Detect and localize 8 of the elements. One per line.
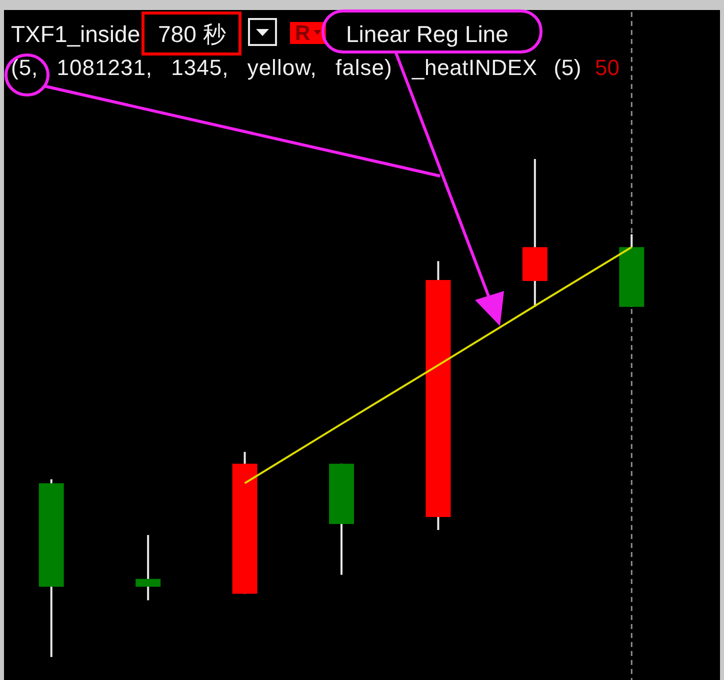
text: 780 秒 xyxy=(158,21,226,47)
candlestick xyxy=(136,534,161,602)
chart-title: TXF1_inside xyxy=(11,21,140,47)
text: (5, 1081231, 1345, yellow, false) xyxy=(11,55,392,80)
text: R xyxy=(295,22,310,45)
text: 50 xyxy=(595,55,620,80)
text: Linear Reg Line xyxy=(346,21,508,47)
text: _heatINDEX (5) xyxy=(412,55,582,80)
